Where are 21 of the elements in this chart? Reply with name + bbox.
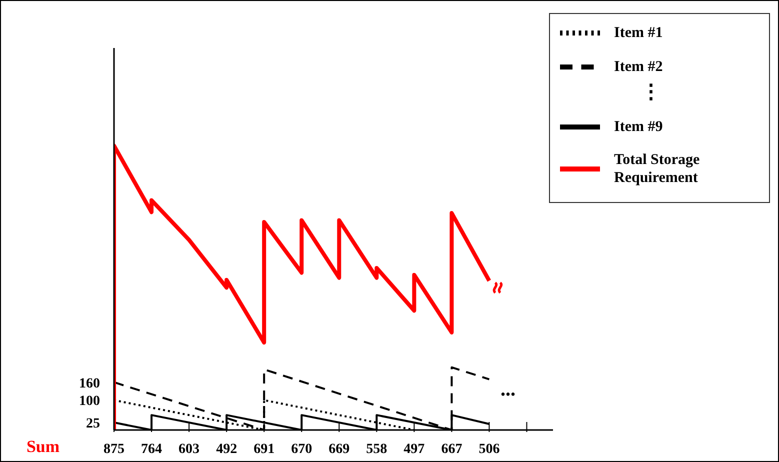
x-tick-label: 670 [291, 442, 312, 457]
x-tick-label: 875 [104, 442, 124, 457]
legend-label: Item #9 [614, 119, 663, 135]
x-tick-label: 558 [366, 442, 388, 457]
annotation: ... [500, 378, 516, 400]
x-tick-label: 667 [441, 442, 462, 457]
legend-label: Item #1 [614, 25, 663, 41]
x-tick-label: 603 [178, 442, 200, 457]
x-tick-label: 764 [141, 442, 162, 457]
y-tick-label: 100 [79, 394, 100, 410]
x-tick-label: 691 [254, 442, 275, 457]
legend-label: Item #2 [614, 59, 663, 75]
y-tick-label: 25 [86, 416, 100, 432]
x-tick-label: 506 [478, 442, 500, 457]
x-axis-title: Sum [26, 437, 60, 456]
text: ⋮ [641, 80, 661, 104]
x-tick-label: 669 [328, 442, 350, 457]
y-tick-label: 160 [79, 376, 100, 392]
legend-label: Total Storage Requirement [614, 152, 700, 186]
x-tick-label: 497 [404, 442, 425, 457]
x-tick-label: 492 [216, 442, 238, 457]
